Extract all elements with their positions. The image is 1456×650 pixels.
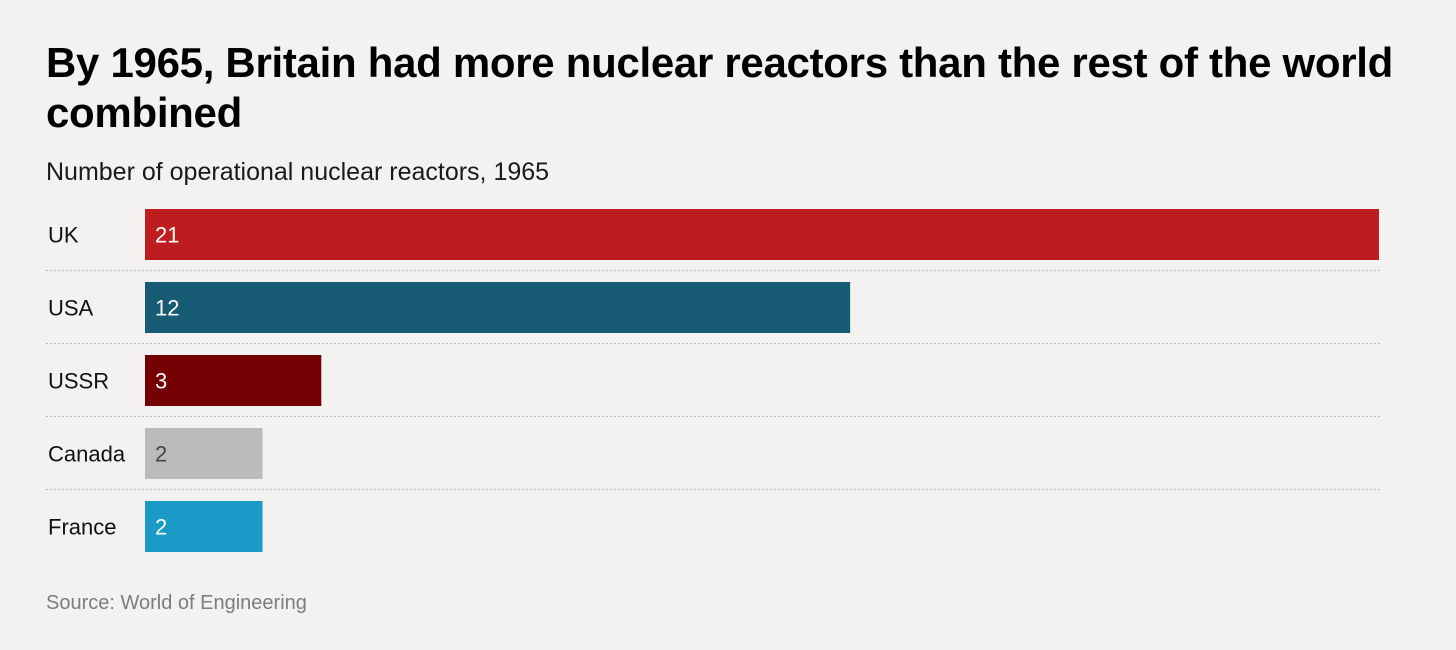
value-label-france: 2 — [155, 515, 167, 540]
category-label-usa: USA — [48, 296, 94, 321]
bar-uk — [145, 209, 1379, 260]
chart-subtitle: Number of operational nuclear reactors, … — [46, 158, 550, 186]
value-label-ussr: 3 — [155, 369, 167, 394]
bar-ussr — [145, 355, 322, 406]
source-note: Source: World of Engineering — [46, 592, 307, 614]
bar-canada — [145, 428, 263, 479]
bar-usa — [145, 282, 851, 333]
chart-title: By 1965, Britain had more nuclear reacto… — [46, 39, 1394, 136]
value-label-uk: 21 — [155, 223, 179, 248]
category-label-canada: Canada — [48, 442, 126, 467]
category-label-uk: UK — [48, 223, 79, 248]
value-label-canada: 2 — [155, 442, 167, 467]
category-label-france: France — [48, 515, 116, 540]
bar-france — [145, 501, 263, 552]
category-label-ussr: USSR — [48, 369, 109, 394]
value-label-usa: 12 — [155, 296, 179, 321]
